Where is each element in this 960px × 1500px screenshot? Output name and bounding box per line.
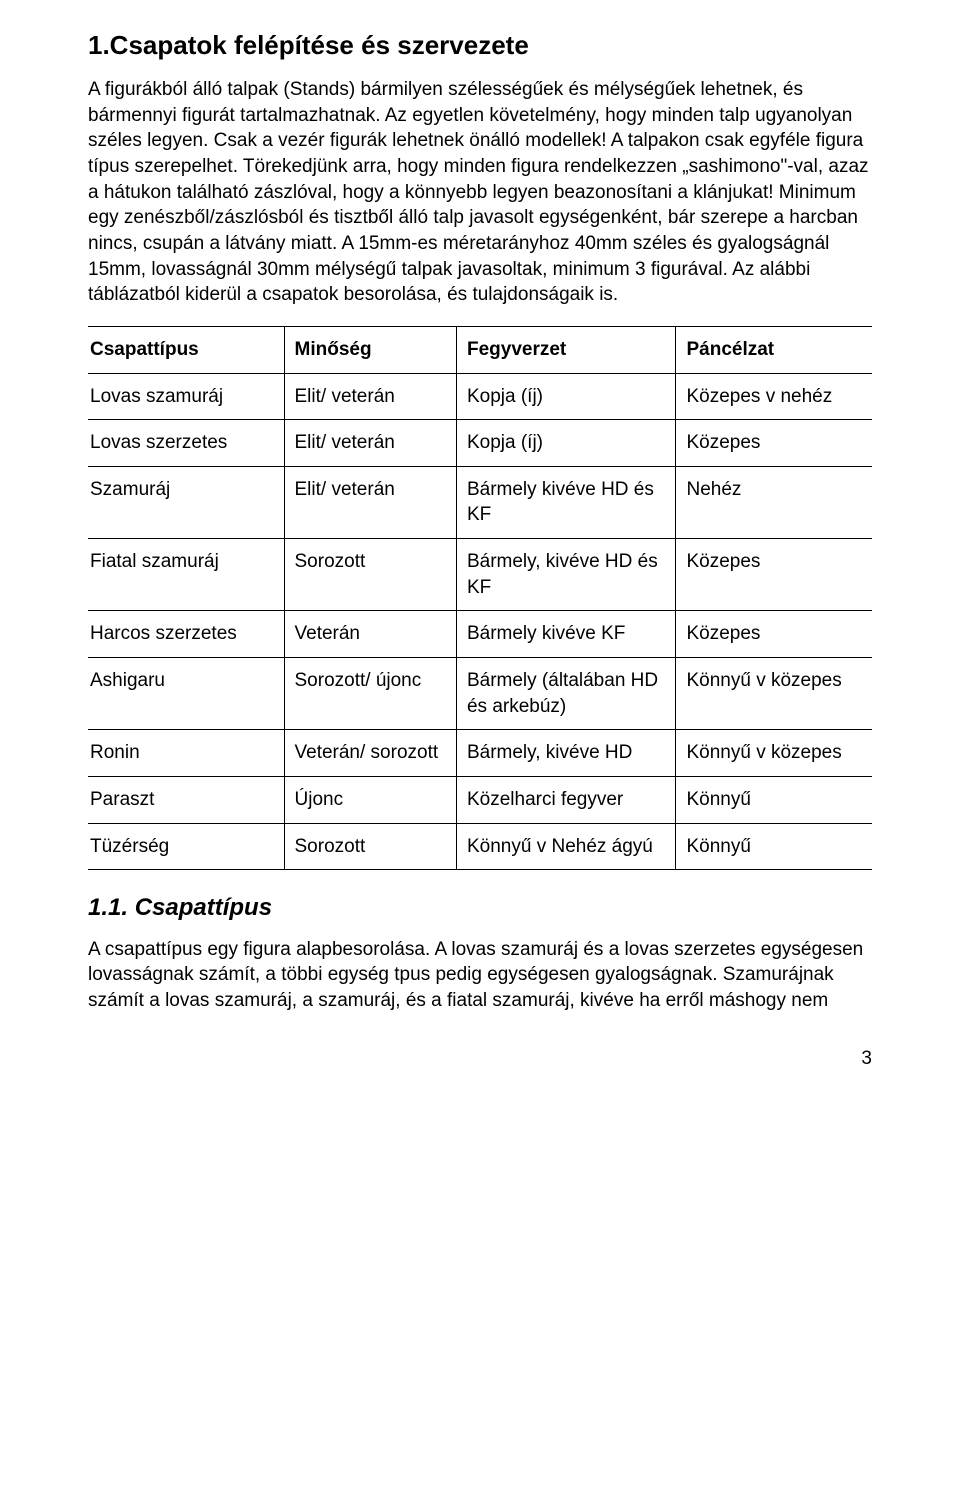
- table-cell: Nehéz: [676, 466, 872, 538]
- table-cell: Paraszt: [88, 776, 284, 823]
- table-cell: Lovas szerzetes: [88, 420, 284, 467]
- table-cell: Közepes v nehéz: [676, 373, 872, 420]
- page-number: 3: [88, 1046, 872, 1072]
- table-cell: Elit/ veterán: [284, 373, 456, 420]
- table-cell: Veterán: [284, 611, 456, 658]
- table-row: AshigaruSorozott/ újoncBármely (általába…: [88, 657, 872, 729]
- table-cell: Közepes: [676, 539, 872, 611]
- table-cell: Közelharci fegyver: [456, 776, 676, 823]
- table-cell: Elit/ veterán: [284, 420, 456, 467]
- table-cell: Bármely (általában HD és arkebúz): [456, 657, 676, 729]
- table-cell: Sorozott/ újonc: [284, 657, 456, 729]
- table-cell: Könnyű v közepes: [676, 657, 872, 729]
- subsection-heading: 1.1. Csapattípus: [88, 892, 872, 924]
- table-row: Harcos szerzetesVeteránBármely kivéve KF…: [88, 611, 872, 658]
- table-cell: Bármely, kivéve HD és KF: [456, 539, 676, 611]
- table-cell: Elit/ veterán: [284, 466, 456, 538]
- table-row: SzamurájElit/ veteránBármely kivéve HD é…: [88, 466, 872, 538]
- table-cell: Ronin: [88, 730, 284, 777]
- section-heading: 1.Csapatok felépítése és szervezete: [88, 28, 872, 63]
- table-cell: Újonc: [284, 776, 456, 823]
- table-cell: Közepes: [676, 420, 872, 467]
- table-cell: Lovas szamuráj: [88, 373, 284, 420]
- table-cell: Sorozott: [284, 823, 456, 870]
- table-cell: Harcos szerzetes: [88, 611, 284, 658]
- table-cell: Bármely kivéve HD és KF: [456, 466, 676, 538]
- table-header-row: Csapattípus Minőség Fegyverzet Páncélzat: [88, 326, 872, 373]
- table-cell: Sorozott: [284, 539, 456, 611]
- col-header: Páncélzat: [676, 326, 872, 373]
- table-cell: Könnyű v Nehéz ágyú: [456, 823, 676, 870]
- table-cell: Ashigaru: [88, 657, 284, 729]
- col-header: Fegyverzet: [456, 326, 676, 373]
- intro-paragraph: A figurákból álló talpak (Stands) bármil…: [88, 77, 872, 308]
- table-cell: Veterán/ sorozott: [284, 730, 456, 777]
- table-cell: Szamuráj: [88, 466, 284, 538]
- table-cell: Tüzérség: [88, 823, 284, 870]
- table-cell: Közepes: [676, 611, 872, 658]
- col-header: Minőség: [284, 326, 456, 373]
- table-cell: Könnyű: [676, 823, 872, 870]
- table-row: TüzérségSorozottKönnyű v Nehéz ágyúKönny…: [88, 823, 872, 870]
- table-row: RoninVeterán/ sorozottBármely, kivéve HD…: [88, 730, 872, 777]
- table-cell: Kopja (íj): [456, 420, 676, 467]
- table-cell: Könnyű v közepes: [676, 730, 872, 777]
- table-cell: Bármely, kivéve HD: [456, 730, 676, 777]
- table-cell: Bármely kivéve KF: [456, 611, 676, 658]
- table-cell: Könnyű: [676, 776, 872, 823]
- table-cell: Kopja (íj): [456, 373, 676, 420]
- table-row: Lovas szamurájElit/ veteránKopja (íj)Köz…: [88, 373, 872, 420]
- troop-table: Csapattípus Minőség Fegyverzet Páncélzat…: [88, 326, 872, 870]
- table-row: ParasztÚjoncKözelharci fegyverKönnyű: [88, 776, 872, 823]
- col-header: Csapattípus: [88, 326, 284, 373]
- table-cell: Fiatal szamuráj: [88, 539, 284, 611]
- table-row: Lovas szerzetesElit/ veteránKopja (íj)Kö…: [88, 420, 872, 467]
- table-row: Fiatal szamurájSorozottBármely, kivéve H…: [88, 539, 872, 611]
- subsection-paragraph: A csapattípus egy figura alapbesorolása.…: [88, 937, 872, 1014]
